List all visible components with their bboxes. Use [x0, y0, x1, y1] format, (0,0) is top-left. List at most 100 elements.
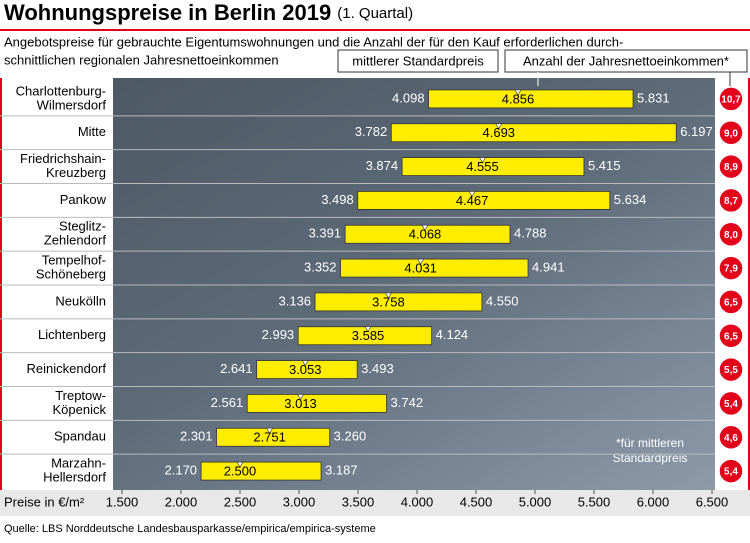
range-bar — [428, 89, 634, 109]
low-label: 2.641 — [220, 361, 253, 376]
low-label: 3.391 — [309, 226, 342, 241]
low-label: 2.561 — [211, 395, 244, 410]
subtitle: Angebotspreise für gebrauchte Eigentumsw… — [4, 34, 623, 49]
low-label: 2.993 — [262, 327, 295, 342]
median-marker — [266, 427, 274, 434]
median-marker — [468, 191, 476, 198]
range-bar — [390, 123, 677, 143]
ratio-circle — [718, 323, 744, 349]
legend-box — [504, 49, 748, 73]
range-bar — [216, 427, 331, 447]
high-label: 5.831 — [637, 90, 670, 105]
ratio-label: 5,4 — [724, 399, 738, 410]
ratio-circle — [718, 86, 744, 112]
category-label: Tempelhof- — [42, 253, 106, 268]
note: Standardpreis — [613, 451, 688, 465]
ratio-label: 7,9 — [724, 264, 738, 275]
ratio-circle — [718, 187, 744, 214]
ratio-circle — [718, 221, 744, 247]
ratio-label: 4,6 — [724, 433, 738, 444]
median-marker — [514, 89, 522, 96]
range-bar — [246, 394, 387, 413]
ratio-label: 8,9 — [724, 162, 738, 173]
median-marker — [495, 123, 503, 130]
high-label: 6.197 — [680, 124, 713, 139]
median-label: 3.758 — [372, 294, 405, 309]
category-label: Friedrichshain- — [20, 151, 106, 166]
median-label: 2.751 — [253, 430, 286, 445]
ratio-label: 6,5 — [724, 331, 738, 342]
ratio-circle — [718, 458, 744, 484]
high-label: 4.788 — [514, 226, 547, 241]
median-label: 3.013 — [284, 396, 317, 411]
category-label: Neukölln — [55, 293, 106, 308]
median-marker — [301, 360, 309, 367]
high-label: 5.415 — [588, 158, 621, 173]
category-label: Treptow- — [55, 388, 106, 403]
legend-label: mittlerer Standardpreis — [352, 53, 484, 68]
median-label: 4.467 — [456, 193, 489, 208]
high-label: 4.124 — [436, 327, 469, 342]
range-bar — [340, 258, 529, 278]
median-label: 2.500 — [224, 464, 257, 479]
high-label: 4.941 — [532, 260, 565, 275]
legend-label: Anzahl der Jahresnettoeinkommen* — [523, 53, 729, 68]
low-label: 3.498 — [321, 192, 354, 207]
range-bar — [200, 461, 322, 481]
median-marker — [236, 461, 244, 468]
ratio-label: 5,5 — [724, 365, 738, 376]
ratio-label: 8,7 — [724, 196, 738, 207]
category-label: Lichtenberg — [38, 327, 106, 342]
subtitle: schnittlichen regionalen Jahresnettoeink… — [4, 52, 279, 67]
ratio-circle — [718, 356, 744, 383]
ratio-circle — [718, 390, 744, 417]
title-text: Wohnungspreise in Berlin 2019 — [4, 0, 331, 25]
median-marker — [364, 326, 372, 333]
x-tick-label: 4.500 — [460, 494, 493, 509]
low-label: 4.098 — [392, 90, 425, 105]
x-tick-label: 1.500 — [106, 494, 139, 509]
range-bar — [401, 157, 585, 176]
low-label: 3.782 — [355, 124, 388, 139]
ratio-circle — [718, 120, 744, 146]
category-label: Spandau — [54, 429, 106, 444]
median-label: 4.068 — [409, 227, 442, 242]
axis-band — [0, 490, 750, 516]
x-tick-label: 6.000 — [637, 494, 670, 509]
category-label: Mitte — [78, 124, 106, 139]
range-bar — [357, 191, 611, 210]
ratio-circle — [718, 255, 744, 281]
category-label: Hellersdorf — [43, 470, 106, 485]
ratio-circle — [718, 153, 744, 180]
x-axis-label: Preise in €/m² — [4, 494, 85, 509]
x-tick-label: 4.000 — [401, 494, 434, 509]
ratio-label: 9,0 — [724, 128, 738, 139]
high-label: 3.493 — [361, 361, 394, 376]
median-label: 4.031 — [404, 261, 437, 276]
chart-title: Wohnungspreise in Berlin 2019 (1. Quartal… — [4, 0, 413, 25]
ratio-label: 6,5 — [724, 298, 738, 309]
plot-background — [0, 78, 715, 490]
high-label: 4.550 — [486, 293, 519, 308]
low-label: 3.352 — [304, 260, 337, 275]
ratio-label: 10,7 — [721, 95, 741, 106]
low-label: 3.874 — [366, 158, 399, 173]
ratio-circle — [718, 424, 744, 450]
ratio-column — [715, 78, 750, 490]
ratio-label: 8,0 — [724, 230, 738, 241]
median-label: 4.693 — [483, 125, 516, 140]
median-marker — [384, 292, 392, 299]
x-tick-label: 5.000 — [519, 494, 552, 509]
median-marker — [421, 224, 429, 231]
category-label: Zehlendorf — [44, 233, 107, 248]
legend-box — [337, 49, 499, 73]
median-label: 3.053 — [289, 362, 322, 377]
median-marker — [417, 258, 425, 265]
x-tick-label: 3.500 — [342, 494, 375, 509]
note: *für mittleren — [616, 436, 684, 450]
low-label: 2.301 — [180, 429, 213, 444]
x-tick-label: 3.000 — [283, 494, 316, 509]
high-label: 3.260 — [334, 429, 367, 444]
category-label: Köpenick — [53, 402, 107, 417]
